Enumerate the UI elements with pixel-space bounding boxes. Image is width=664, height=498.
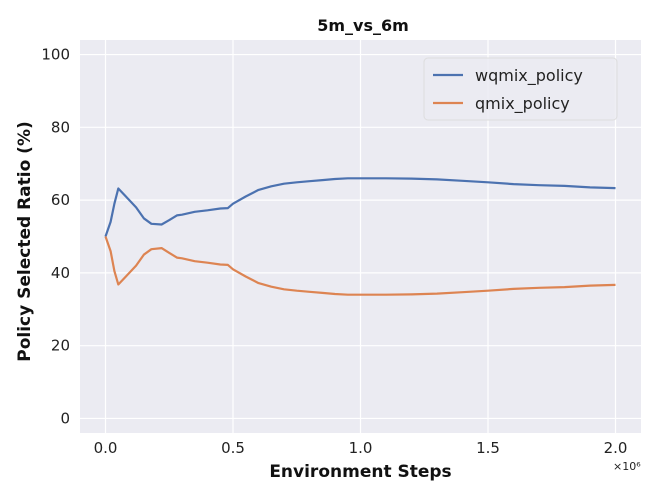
x-tick-label: 0.0	[94, 439, 118, 457]
chart-title: 5m_vs_6m	[317, 16, 409, 35]
series-line-wqmix-policy	[104, 177, 616, 237]
x-tick-label: 2.0	[604, 439, 628, 457]
y-tick-label: 60	[51, 191, 70, 209]
legend-label: wqmix_policy	[475, 66, 583, 86]
y-tick-label: 40	[51, 264, 70, 282]
tick-labels: 0.0 0.5 1.0 1.5 2.0 0 20 40 60 80 100	[41, 46, 627, 457]
y-tick-label: 80	[51, 118, 70, 136]
y-tick-label: 100	[41, 46, 70, 64]
legend-box	[423, 57, 618, 121]
x-axis-offset: ×10⁶	[613, 460, 641, 473]
y-tick-label: 0	[60, 409, 70, 427]
series-line-qmix-policy	[104, 236, 616, 296]
x-tick-label: 0.5	[221, 439, 245, 457]
series-lines	[104, 177, 616, 296]
x-tick-label: 1.5	[476, 439, 500, 457]
y-tick-label: 20	[51, 337, 70, 355]
legend: wqmix_policy qmix_policy	[423, 57, 618, 121]
x-axis-label: Environment Steps	[269, 462, 451, 482]
legend-label: qmix_policy	[475, 94, 570, 114]
gridlines	[80, 40, 641, 433]
y-axis-label: Policy Selected Ratio (%)	[15, 121, 35, 362]
x-tick-label: 1.0	[349, 439, 373, 457]
